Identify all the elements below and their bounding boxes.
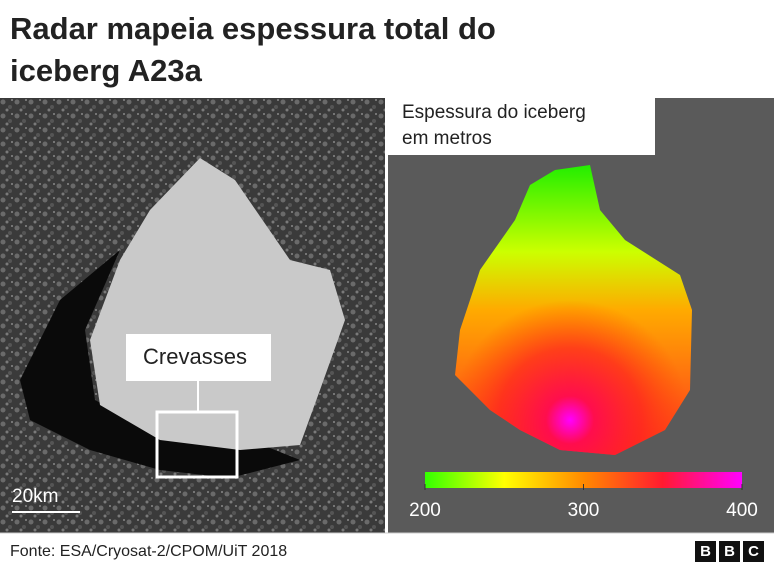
annotation-box	[126, 334, 271, 381]
tick-label: 200	[409, 500, 441, 521]
legend-box	[388, 98, 655, 155]
title: Radar mapeia espessura total do iceberg …	[10, 11, 496, 88]
logo-block	[719, 541, 740, 562]
logo-letter: C	[748, 543, 759, 560]
logo-letter: B	[724, 543, 735, 560]
colorbar	[425, 472, 742, 488]
legend-title: Espessura do iceberg em metros	[402, 102, 586, 149]
tick-label: 300	[568, 500, 600, 521]
open-water	[20, 250, 300, 478]
source: Fonte: ESA/Cryosat-2/CPOM/UiT 2018	[10, 543, 287, 560]
logo-letter: B	[700, 543, 711, 560]
logo-block	[695, 541, 716, 562]
thickness-peak	[455, 165, 692, 455]
colorbar-ticks: 200 300 400	[409, 484, 758, 521]
logo-block	[743, 541, 764, 562]
annotation: Crevasses	[143, 344, 247, 369]
tick-label: 400	[726, 500, 758, 521]
scale-label: 20km	[12, 486, 58, 507]
legend-title-wrap: Espessura do iceberg em metros	[402, 102, 586, 149]
